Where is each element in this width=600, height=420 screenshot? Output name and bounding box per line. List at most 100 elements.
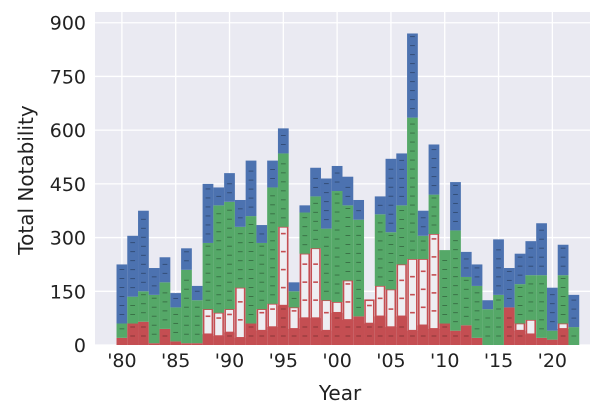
bar-segment xyxy=(127,323,139,345)
bar-segment xyxy=(374,316,386,345)
bar-segment xyxy=(417,235,429,260)
bar-segment xyxy=(234,199,246,227)
bar-segment xyxy=(568,294,580,328)
bar-segment xyxy=(148,343,160,345)
bar-segment xyxy=(536,275,547,338)
y-tick-label: 600 xyxy=(50,120,86,142)
bar-segment xyxy=(159,328,171,345)
bar-segment xyxy=(342,205,354,281)
bar-segment xyxy=(320,300,332,331)
bar-segment xyxy=(536,337,547,345)
bar-segment xyxy=(116,264,128,324)
bar-segment xyxy=(342,280,354,320)
bar-segment xyxy=(460,251,472,277)
bar-segment xyxy=(482,300,494,310)
bars xyxy=(116,33,580,345)
bar-segment xyxy=(514,323,526,331)
y-tick-label: 0 xyxy=(74,335,86,357)
bar-segment xyxy=(138,321,149,345)
bar-segment xyxy=(170,341,182,345)
bar-segment xyxy=(191,300,203,344)
bar-segment xyxy=(364,300,375,324)
bar-segment xyxy=(557,275,569,324)
bar-segment xyxy=(299,253,311,319)
bar-segment xyxy=(256,242,268,310)
bar-segment xyxy=(331,312,343,345)
bar-segment xyxy=(288,282,300,292)
bar-segment xyxy=(525,319,537,335)
bar-segment xyxy=(170,293,182,308)
bar-segment xyxy=(299,205,311,213)
bar-segment xyxy=(245,160,257,217)
bar-segment xyxy=(374,196,386,215)
bar-segment xyxy=(138,291,149,322)
bar-segment xyxy=(546,339,558,345)
bar-segment xyxy=(320,228,332,301)
bar-segment xyxy=(310,318,321,345)
bar-segment xyxy=(148,294,160,344)
bar-segment xyxy=(536,223,547,276)
bar-segment xyxy=(234,287,246,338)
bar-segment xyxy=(396,153,408,206)
bar-segment xyxy=(503,268,515,308)
bar-segment xyxy=(514,253,526,285)
bar-segment xyxy=(353,316,365,345)
x-tick-label: '20 xyxy=(538,350,567,372)
y-tick-label: 450 xyxy=(50,174,86,196)
bar-segment xyxy=(267,187,278,304)
bar-segment xyxy=(299,318,311,345)
bar-segment xyxy=(299,212,311,254)
bar-segment xyxy=(256,309,268,331)
bar-segment xyxy=(148,268,160,295)
bar-segment xyxy=(224,173,235,202)
bar-segment-outline xyxy=(514,322,526,332)
bar-segment xyxy=(342,319,354,345)
bar-segment xyxy=(138,210,149,292)
bar-segment xyxy=(450,182,461,231)
bar-segment xyxy=(396,205,408,265)
y-tick-label: 900 xyxy=(50,13,86,35)
bar-segment xyxy=(331,191,343,303)
bar-segment xyxy=(396,264,408,317)
bar-segment xyxy=(450,330,461,345)
bar-segment xyxy=(213,312,225,337)
bar-segment xyxy=(482,309,494,345)
bar-segment xyxy=(331,165,343,192)
bar-segment-outline xyxy=(364,299,375,325)
x-tick-label: '85 xyxy=(161,350,190,372)
bar-segment xyxy=(353,219,365,317)
bar-segment xyxy=(267,327,278,345)
bar-segment xyxy=(439,323,451,345)
bar-segment xyxy=(374,214,386,286)
bar-segment xyxy=(450,230,461,331)
bar-segment xyxy=(170,307,182,342)
y-tick-label: 300 xyxy=(50,228,86,250)
bar-segment xyxy=(568,327,580,345)
bar-segment xyxy=(471,285,483,338)
bar-segment xyxy=(202,183,214,243)
bar-segment xyxy=(310,167,321,197)
y-tick-label: 750 xyxy=(50,66,86,88)
bar-segment xyxy=(525,334,537,345)
bar-segment xyxy=(353,199,365,220)
bar-segment xyxy=(364,323,375,345)
bar-segment xyxy=(277,305,289,345)
bar-segment xyxy=(407,330,418,345)
bar-segment xyxy=(385,232,397,290)
bar-segment xyxy=(234,226,246,288)
bar-segment xyxy=(557,244,569,276)
bar-segment xyxy=(245,216,257,324)
bar-segment xyxy=(546,330,558,340)
bar-segment xyxy=(557,323,569,329)
x-tick-label: '15 xyxy=(484,350,513,372)
bar-segment xyxy=(310,248,321,319)
bar-segment xyxy=(213,336,225,345)
x-tick-label: '95 xyxy=(269,350,298,372)
bar-segment xyxy=(342,176,354,206)
bar-segment xyxy=(277,226,289,306)
x-tick-label: '10 xyxy=(430,350,459,372)
bar-segment xyxy=(191,343,203,345)
bar-segment xyxy=(374,285,386,317)
bar-segment xyxy=(428,144,440,195)
